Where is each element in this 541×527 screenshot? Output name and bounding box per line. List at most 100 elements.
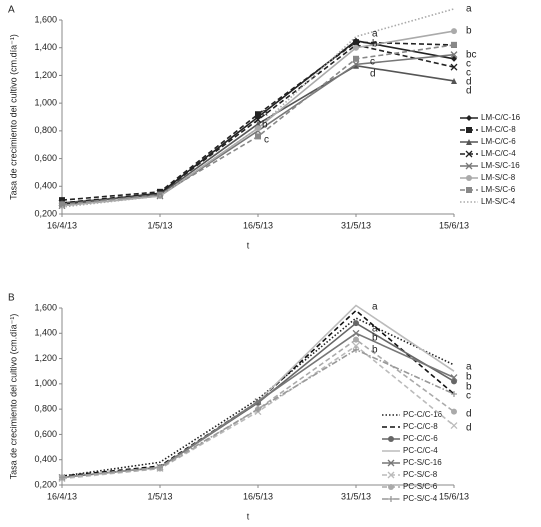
- y-tick-label: 0,600: [34, 429, 57, 439]
- marker: [451, 41, 457, 48]
- x-tick-label: 16/4/13: [47, 220, 77, 230]
- annotation: c: [466, 59, 471, 70]
- annotation: a: [372, 324, 378, 335]
- x-tick-label: 1/5/13: [147, 491, 172, 501]
- x-tick-label: 31/5/13: [341, 491, 371, 501]
- marker: [353, 62, 359, 69]
- marker: [353, 346, 359, 353]
- x-tick-label: 1/5/13: [147, 220, 172, 230]
- x-tick-label: 16/5/13: [243, 220, 273, 230]
- y-tick-label: 0,400: [34, 454, 57, 464]
- legend-label: PC-S/C-4: [403, 494, 438, 503]
- y-tick-label: 0,600: [34, 153, 57, 163]
- marker: [255, 133, 261, 140]
- annotation: b: [262, 120, 268, 131]
- marker: [450, 51, 458, 59]
- y-tick-label: 1,000: [34, 98, 57, 108]
- annotation: c: [466, 391, 471, 402]
- annotation: a: [372, 302, 378, 313]
- legend-label: PC-S/C-16: [403, 458, 442, 467]
- x-tick-label: 31/5/13: [341, 220, 371, 230]
- annotation: b: [372, 345, 378, 356]
- series-line: [61, 41, 455, 201]
- marker: [353, 320, 359, 327]
- marker: [465, 162, 473, 170]
- x-axis-label: t: [247, 240, 250, 250]
- series-line: [61, 8, 455, 208]
- y-axis-label: Tasa de crecimiento del cultivo (cm.día⁻…: [8, 314, 18, 480]
- marker: [388, 484, 394, 490]
- annotation: b: [466, 372, 472, 383]
- marker: [451, 408, 457, 415]
- marker: [157, 464, 163, 471]
- marker: [450, 422, 458, 430]
- annotation: d: [370, 69, 376, 80]
- y-tick-label: 1,600: [34, 14, 57, 24]
- annotation: a: [262, 108, 268, 119]
- chart-panel: A Tasa de crecimiento del cultivo (cm.día…: [8, 4, 521, 251]
- marker: [466, 115, 472, 121]
- marker: [254, 116, 262, 124]
- y-tick-label: 1,600: [34, 302, 57, 312]
- legend-label: PC-C/C-4: [403, 446, 438, 455]
- y-tick-label: 1,200: [34, 353, 57, 363]
- marker: [466, 187, 472, 193]
- marker: [254, 398, 262, 406]
- marker: [450, 374, 458, 381]
- marker: [353, 336, 359, 343]
- annotation: a: [466, 362, 472, 373]
- marker: [466, 175, 472, 181]
- annotation: c: [466, 68, 471, 79]
- marker: [388, 496, 394, 502]
- legend-label: LM-C/C-6: [481, 137, 516, 146]
- annotation: b: [372, 333, 378, 344]
- series-line: [61, 317, 455, 477]
- legend-label: LM-S/C-8: [481, 173, 516, 182]
- annotation: d: [466, 77, 472, 88]
- y-tick-label: 1,200: [34, 70, 57, 80]
- marker: [465, 150, 473, 158]
- y-tick-label: 0,400: [34, 181, 57, 191]
- marker: [466, 139, 472, 145]
- annotation: b: [372, 39, 378, 50]
- y-tick-label: 0,800: [34, 404, 57, 414]
- marker: [387, 459, 395, 467]
- series-line: [61, 338, 455, 479]
- marker: [255, 111, 261, 118]
- marker: [451, 390, 457, 397]
- legend-label: LM-C/C-4: [481, 149, 516, 158]
- marker: [451, 28, 457, 35]
- legend-label: PC-C/C-16: [403, 410, 443, 419]
- marker: [388, 436, 394, 442]
- legend-label: PC-C/C-6: [403, 434, 438, 443]
- annotation: b: [466, 26, 472, 37]
- legend-label: LM-C/C-16: [481, 113, 521, 122]
- series-line: [61, 348, 455, 479]
- marker: [353, 44, 359, 51]
- annotation: a: [466, 4, 472, 15]
- marker: [387, 471, 395, 479]
- marker: [352, 342, 360, 350]
- annotation: c: [370, 57, 375, 68]
- legend-label: LM-S/C-6: [481, 185, 516, 194]
- marker: [255, 120, 261, 127]
- y-tick-label: 0,200: [34, 479, 57, 489]
- marker: [451, 77, 457, 84]
- annotation: c: [264, 135, 269, 146]
- annotation: b: [466, 382, 472, 393]
- x-tick-label: 15/6/13: [439, 220, 469, 230]
- x-tick-label: 15/6/13: [439, 491, 469, 501]
- marker: [352, 60, 360, 68]
- series-line: [61, 309, 455, 477]
- marker: [450, 63, 458, 71]
- y-tick-label: 1,400: [34, 42, 57, 52]
- marker: [451, 55, 457, 62]
- y-tick-label: 0,200: [34, 208, 57, 218]
- panel-letter: B: [8, 293, 15, 304]
- legend-label: LM-S/C-4: [481, 197, 516, 206]
- marker: [466, 127, 472, 133]
- x-axis-label: t: [247, 511, 250, 521]
- chart-panel: B Tasa de crecimiento del cultivo (cm.día…: [8, 293, 472, 522]
- y-axis-label: Tasa de crecimiento del cultivo (cm.día⁻…: [8, 34, 18, 200]
